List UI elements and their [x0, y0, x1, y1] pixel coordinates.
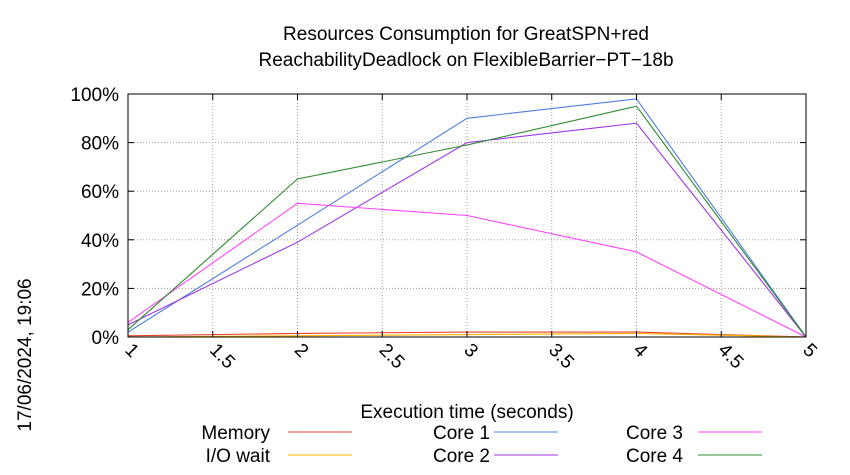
legend-label-core-4: Core 4: [626, 446, 683, 467]
x-tick-label: 2: [290, 340, 312, 362]
x-tick-label: 4: [629, 340, 652, 363]
axis-ticks: 0% 20% 40% 60% 80% 100% 1 1.5 2 2.5 3 3.5 4 4.5 5: [70, 85, 820, 373]
chart-title-line-2: ReachabilityDeadlock on FlexibleBarrier−…: [258, 50, 673, 71]
chart-title-line-1: Resources Consumption for GreatSPN+red: [283, 24, 649, 45]
series-line-core-4: [127, 105, 807, 338]
y-tick-label: 80%: [81, 134, 119, 155]
legend-label-core-1: Core 1: [433, 423, 490, 444]
series-line-core-1: [127, 98, 807, 338]
x-tick-label: 5: [798, 340, 820, 362]
x-tick-label: 4.5: [714, 340, 748, 374]
y-tick-label: 100%: [70, 85, 119, 106]
legend-label-core-3: Core 3: [626, 423, 683, 444]
x-tick-label: 3: [459, 340, 481, 362]
timestamp-label: 17/06/2024, 19:06: [15, 278, 36, 431]
x-tick-label: 1.5: [205, 340, 239, 374]
legend-label-memory: Memory: [201, 423, 270, 444]
y-tick-label: 40%: [81, 231, 119, 252]
series-line-core-2: [127, 122, 807, 338]
x-tick-label: 2.5: [375, 340, 409, 374]
series-line-core-3: [127, 202, 807, 338]
y-tick-label: 20%: [81, 279, 119, 300]
x-tick-label: 1: [120, 340, 142, 362]
y-tick-label: 60%: [81, 182, 119, 203]
legend-label-core-2: Core 2: [433, 446, 490, 467]
x-axis-label: Execution time (seconds): [360, 402, 573, 423]
y-tick-label: 0%: [92, 328, 120, 349]
legend-label-i-o-wait: I/O wait: [206, 446, 271, 467]
x-tick-label: 3.5: [544, 340, 578, 374]
